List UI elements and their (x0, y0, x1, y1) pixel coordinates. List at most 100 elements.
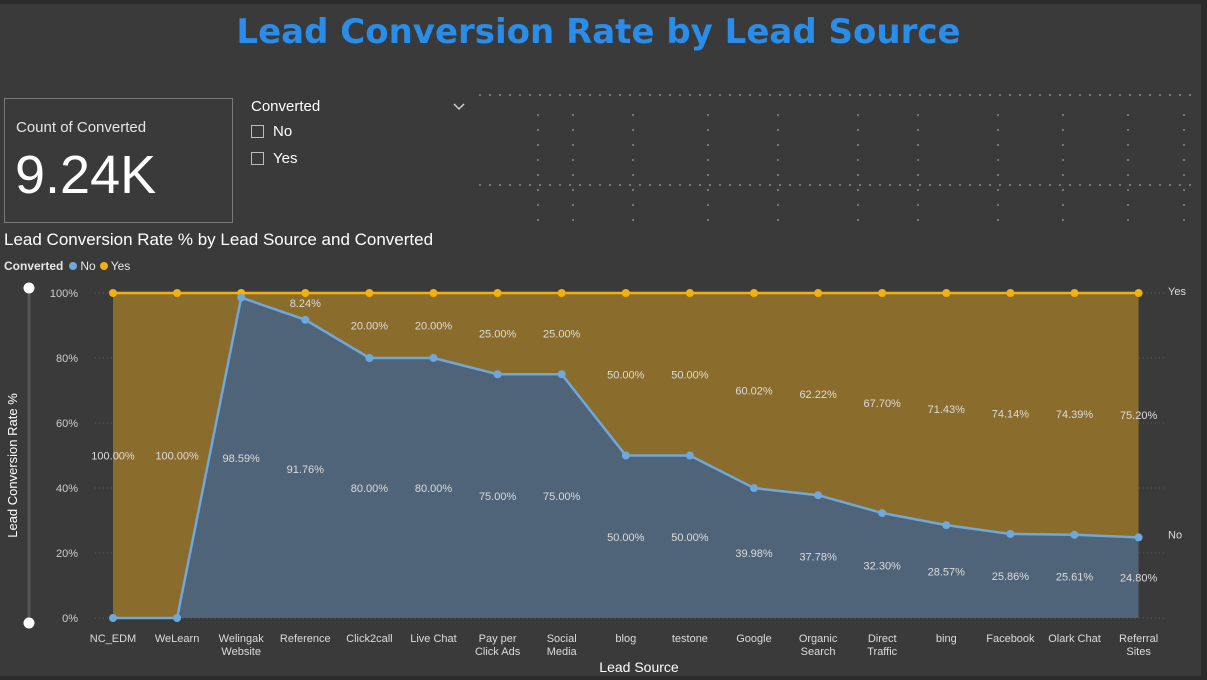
grid-dot (632, 144, 634, 146)
chevron-down-icon[interactable] (453, 98, 465, 114)
grid-dot (1109, 184, 1111, 186)
grid-dot (1127, 174, 1129, 176)
grid-dot (1183, 129, 1185, 131)
point-yes (557, 289, 566, 297)
grid-dot (1019, 94, 1021, 96)
grid-dot (749, 94, 751, 96)
grid-dot (929, 94, 931, 96)
grid-dot (549, 184, 551, 186)
zoom-slider-handle[interactable] (23, 617, 35, 629)
grid-dot (997, 114, 999, 116)
grid-dot (769, 94, 771, 96)
grid-dot (572, 219, 574, 221)
grid-dot (857, 174, 859, 176)
grid-dot (519, 184, 521, 186)
grid-dot (777, 189, 779, 191)
grid-dot (559, 94, 561, 96)
grid-dot (1029, 184, 1031, 186)
point-no (942, 521, 951, 530)
grid-dot (1169, 184, 1171, 186)
grid-dot (997, 219, 999, 221)
grid-dot (1089, 94, 1091, 96)
grid-dot (632, 204, 634, 206)
grid-dot (917, 219, 919, 221)
grid-dot (839, 94, 841, 96)
grid-dot (709, 184, 711, 186)
grid-dot (917, 174, 919, 176)
legend-label: Yes (110, 259, 131, 273)
grid-dot (1159, 94, 1161, 96)
checkbox-icon[interactable] (251, 125, 264, 138)
data-label-no: 37.78% (799, 552, 837, 564)
grid-dot (539, 94, 541, 96)
grid-dot (559, 184, 561, 186)
slicer-option-label: Yes (273, 150, 298, 167)
grid-dot (819, 94, 821, 96)
x-tick-label: NC_EDM (90, 633, 136, 645)
point-yes (493, 289, 502, 297)
kpi-card[interactable]: Count of Converted 9.24K (4, 98, 233, 223)
point-yes (1070, 289, 1079, 297)
grid-dot (1129, 94, 1131, 96)
grid-dot (1062, 219, 1064, 221)
grid-dot (1179, 94, 1181, 96)
grid-dot (709, 94, 711, 96)
grid-dot (539, 184, 541, 186)
grid-dot (997, 174, 999, 176)
grid-dot (1029, 94, 1031, 96)
grid-dot (669, 184, 671, 186)
x-tick-label: Olark Chat (1048, 633, 1101, 645)
grid-dot (1183, 189, 1185, 191)
grid-dot (1139, 94, 1141, 96)
grid-dot (969, 94, 971, 96)
data-label-yes: 25.00% (479, 329, 517, 341)
grid-dot (997, 129, 999, 131)
grid-dot (819, 184, 821, 186)
grid-dot (1169, 94, 1171, 96)
x-tick-label: Reference (280, 633, 331, 645)
grid-dot (729, 94, 731, 96)
data-label-yes: 75.20% (1120, 410, 1158, 422)
x-tick-label: Welingak (219, 633, 265, 645)
grid-dot (889, 94, 891, 96)
grid-dot (579, 184, 581, 186)
point-no (1070, 530, 1079, 539)
grid-dot (777, 144, 779, 146)
grid-dot (579, 94, 581, 96)
slicer-option-no[interactable]: No (251, 123, 292, 140)
grid-dot (479, 94, 481, 96)
grid-dot (1189, 94, 1191, 96)
grid-dot (729, 184, 731, 186)
grid-dot (809, 94, 811, 96)
area-chart[interactable]: 100.00% 100.00% 98.59% 91.76% 8.24% 80.00% 20.… (0, 276, 1200, 676)
point-yes (1134, 289, 1143, 297)
grid-dot (1149, 184, 1151, 186)
grid-dot (619, 184, 621, 186)
grid-dot (879, 94, 881, 96)
point-no (237, 293, 246, 302)
grid-dot (909, 94, 911, 96)
slicer-option-yes[interactable]: Yes (251, 150, 297, 167)
x-tick-label: Organic (799, 633, 838, 645)
x-tick-label: Direct (868, 633, 897, 645)
grid-dot (1127, 204, 1129, 206)
empty-visual-placeholder (479, 94, 1191, 221)
grid-dot (537, 204, 539, 206)
x-tick-label: blog (615, 633, 636, 645)
legend-item-no[interactable]: No (69, 259, 96, 273)
grid-dot (839, 184, 841, 186)
x-tick-label: Facebook (986, 633, 1035, 645)
grid-dot (1183, 219, 1185, 221)
grid-dot (1127, 189, 1129, 191)
legend-item-yes[interactable]: Yes (99, 259, 131, 273)
point-no (493, 370, 502, 379)
zoom-slider-handle[interactable] (23, 282, 35, 294)
point-no (173, 614, 182, 622)
grid-dot (849, 94, 851, 96)
grid-dot (809, 184, 811, 186)
grid-dot (859, 184, 861, 186)
grid-dot (629, 184, 631, 186)
checkbox-icon[interactable] (251, 152, 264, 165)
grid-dot (857, 204, 859, 206)
grid-dot (699, 94, 701, 96)
